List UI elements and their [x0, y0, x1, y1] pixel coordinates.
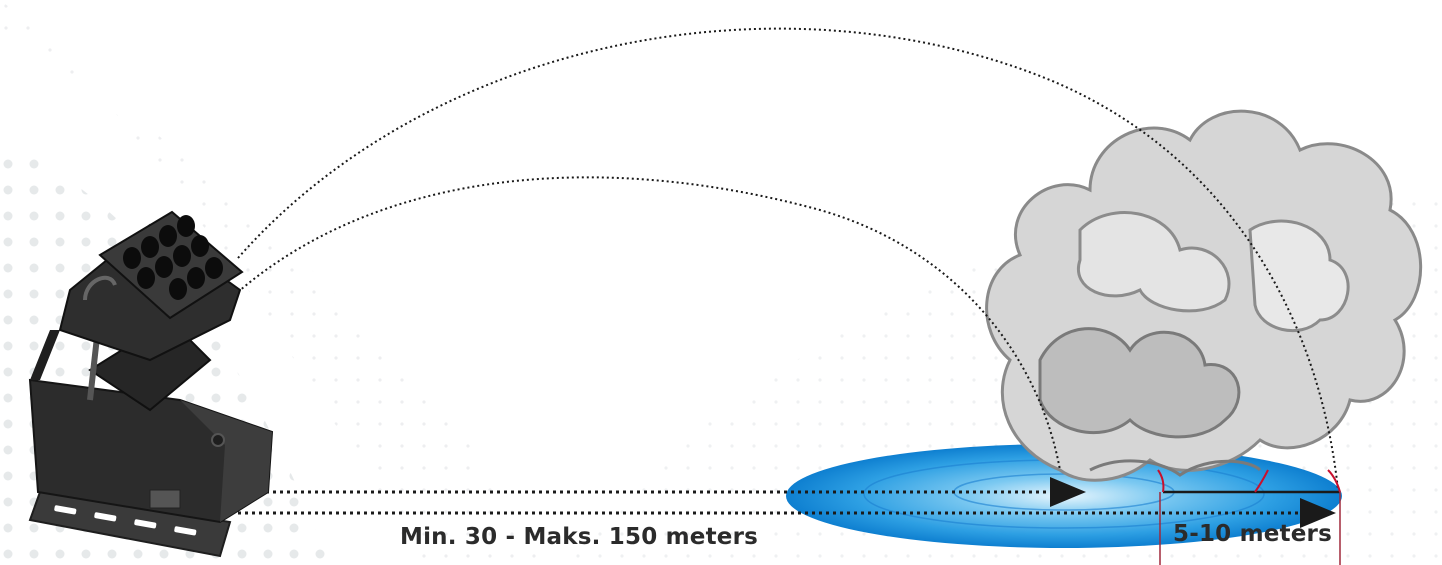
range-arrows	[238, 477, 1340, 528]
spread-markers	[1157, 469, 1341, 565]
smoke-cloud-icon	[985, 109, 1423, 482]
range-label: Min. 30 - Maks. 150 meters	[400, 524, 759, 550]
trajectories	[237, 27, 1339, 491]
launcher-icon	[28, 210, 274, 558]
spread-label: 5-10 meters	[1173, 521, 1332, 547]
